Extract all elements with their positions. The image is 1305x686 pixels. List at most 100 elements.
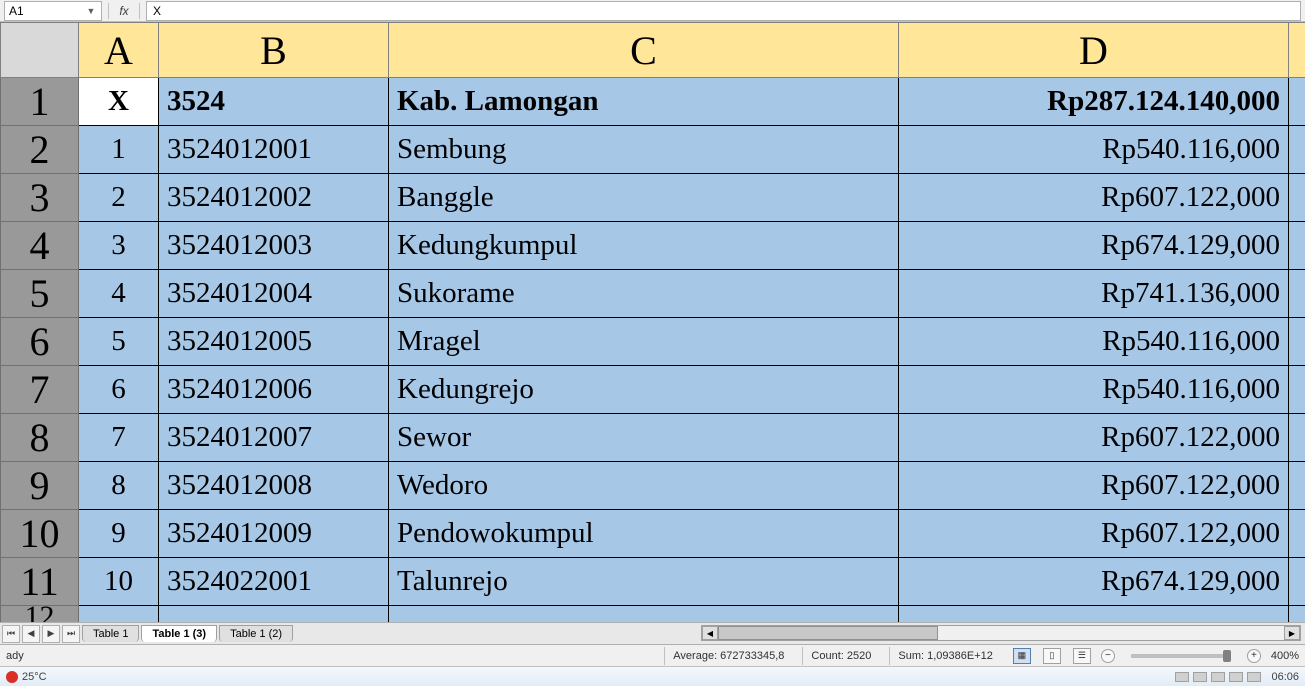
cell-B3[interactable]: 3524012002 bbox=[159, 174, 389, 222]
cell-D12[interactable] bbox=[899, 606, 1289, 623]
cell-B5[interactable]: 3524012004 bbox=[159, 270, 389, 318]
cell-B9[interactable]: 3524012008 bbox=[159, 462, 389, 510]
column-header-C[interactable]: C bbox=[389, 23, 899, 78]
tab-next-button[interactable]: ▶ bbox=[42, 625, 60, 643]
cell-A1[interactable]: X bbox=[79, 78, 159, 126]
cell-E11[interactable] bbox=[1289, 558, 1305, 606]
cell-A10[interactable]: 9 bbox=[79, 510, 159, 558]
column-header-D[interactable]: D bbox=[899, 23, 1289, 78]
cell-E2[interactable] bbox=[1289, 126, 1305, 174]
column-header-E[interactable] bbox=[1289, 23, 1305, 78]
row-header[interactable]: 10 bbox=[1, 510, 79, 558]
cell-E1[interactable] bbox=[1289, 78, 1305, 126]
cell-D3[interactable]: Rp607.122,000 bbox=[899, 174, 1289, 222]
column-header-B[interactable]: B bbox=[159, 23, 389, 78]
sheet-tab[interactable]: Table 1 (3) bbox=[141, 625, 217, 642]
row-header[interactable]: 4 bbox=[1, 222, 79, 270]
cell-D9[interactable]: Rp607.122,000 bbox=[899, 462, 1289, 510]
name-box-dropdown-icon[interactable]: ▼ bbox=[85, 5, 97, 17]
scroll-left-button[interactable]: ◀ bbox=[702, 626, 718, 640]
row-header[interactable]: 8 bbox=[1, 414, 79, 462]
cell-C9[interactable]: Wedoro bbox=[389, 462, 899, 510]
scroll-thumb[interactable] bbox=[718, 626, 938, 640]
cell-D4[interactable]: Rp674.129,000 bbox=[899, 222, 1289, 270]
cell-D10[interactable]: Rp607.122,000 bbox=[899, 510, 1289, 558]
cell-A2[interactable]: 1 bbox=[79, 126, 159, 174]
row-header[interactable]: 3 bbox=[1, 174, 79, 222]
zoom-slider-knob[interactable] bbox=[1223, 650, 1231, 662]
cell-E3[interactable] bbox=[1289, 174, 1305, 222]
row-header[interactable]: 1 bbox=[1, 78, 79, 126]
cell-D11[interactable]: Rp674.129,000 bbox=[899, 558, 1289, 606]
row-header[interactable]: 12 bbox=[1, 606, 79, 623]
view-normal-button[interactable]: ▦ bbox=[1013, 648, 1031, 664]
cell-C4[interactable]: Kedungkumpul bbox=[389, 222, 899, 270]
cell-D7[interactable]: Rp540.116,000 bbox=[899, 366, 1289, 414]
cell-C8[interactable]: Sewor bbox=[389, 414, 899, 462]
cell-A12[interactable] bbox=[79, 606, 159, 623]
row-header[interactable]: 6 bbox=[1, 318, 79, 366]
cell-A11[interactable]: 10 bbox=[79, 558, 159, 606]
cell-E7[interactable] bbox=[1289, 366, 1305, 414]
cell-C1[interactable]: Kab. Lamongan bbox=[389, 78, 899, 126]
cell-D6[interactable]: Rp540.116,000 bbox=[899, 318, 1289, 366]
cell-A3[interactable]: 2 bbox=[79, 174, 159, 222]
cell-E5[interactable] bbox=[1289, 270, 1305, 318]
cell-B12[interactable] bbox=[159, 606, 389, 623]
system-tray[interactable] bbox=[1175, 672, 1261, 682]
row-header[interactable]: 7 bbox=[1, 366, 79, 414]
cell-C3[interactable]: Banggle bbox=[389, 174, 899, 222]
cell-B11[interactable]: 3524022001 bbox=[159, 558, 389, 606]
row-header[interactable]: 5 bbox=[1, 270, 79, 318]
cell-E4[interactable] bbox=[1289, 222, 1305, 270]
tab-last-button[interactable]: ⏭ bbox=[62, 625, 80, 643]
cell-A6[interactable]: 5 bbox=[79, 318, 159, 366]
cell-B2[interactable]: 3524012001 bbox=[159, 126, 389, 174]
column-header-A[interactable]: A bbox=[79, 23, 159, 78]
cell-B10[interactable]: 3524012009 bbox=[159, 510, 389, 558]
cell-A8[interactable]: 7 bbox=[79, 414, 159, 462]
row-header[interactable]: 11 bbox=[1, 558, 79, 606]
zoom-level[interactable]: 400% bbox=[1271, 650, 1299, 662]
cell-D1[interactable]: Rp287.124.140,000 bbox=[899, 78, 1289, 126]
cell-A4[interactable]: 3 bbox=[79, 222, 159, 270]
cell-B8[interactable]: 3524012007 bbox=[159, 414, 389, 462]
cell-A7[interactable]: 6 bbox=[79, 366, 159, 414]
cell-C2[interactable]: Sembung bbox=[389, 126, 899, 174]
cell-C7[interactable]: Kedungrejo bbox=[389, 366, 899, 414]
cell-A9[interactable]: 8 bbox=[79, 462, 159, 510]
name-box[interactable]: A1 ▼ bbox=[4, 1, 102, 21]
sheet-tab[interactable]: Table 1 bbox=[82, 625, 139, 642]
cell-C12[interactable] bbox=[389, 606, 899, 623]
sheet-tab[interactable]: Table 1 (2) bbox=[219, 625, 293, 642]
function-wizard-button[interactable]: fx bbox=[115, 2, 133, 20]
zoom-slider[interactable] bbox=[1131, 654, 1231, 658]
cell-E9[interactable] bbox=[1289, 462, 1305, 510]
cell-D8[interactable]: Rp607.122,000 bbox=[899, 414, 1289, 462]
cell-B4[interactable]: 3524012003 bbox=[159, 222, 389, 270]
cell-C10[interactable]: Pendowokumpul bbox=[389, 510, 899, 558]
cell-E6[interactable] bbox=[1289, 318, 1305, 366]
cell-C6[interactable]: Mragel bbox=[389, 318, 899, 366]
cell-B7[interactable]: 3524012006 bbox=[159, 366, 389, 414]
zoom-out-button[interactable]: − bbox=[1101, 649, 1115, 663]
cell-D5[interactable]: Rp741.136,000 bbox=[899, 270, 1289, 318]
cell-A5[interactable]: 4 bbox=[79, 270, 159, 318]
horizontal-scrollbar[interactable]: ◀ ▶ bbox=[701, 625, 1301, 641]
cell-E12[interactable] bbox=[1289, 606, 1305, 623]
tab-first-button[interactable]: ⏮ bbox=[2, 625, 20, 643]
row-header[interactable]: 2 bbox=[1, 126, 79, 174]
scroll-right-button[interactable]: ▶ bbox=[1284, 626, 1300, 640]
view-page-button[interactable]: ▯ bbox=[1043, 648, 1061, 664]
cell-C5[interactable]: Sukorame bbox=[389, 270, 899, 318]
view-break-button[interactable]: ☰ bbox=[1073, 648, 1091, 664]
cell-C11[interactable]: Talunrejo bbox=[389, 558, 899, 606]
row-header[interactable]: 9 bbox=[1, 462, 79, 510]
zoom-in-button[interactable]: + bbox=[1247, 649, 1261, 663]
tab-prev-button[interactable]: ◀ bbox=[22, 625, 40, 643]
cell-D2[interactable]: Rp540.116,000 bbox=[899, 126, 1289, 174]
cell-E8[interactable] bbox=[1289, 414, 1305, 462]
spreadsheet-grid[interactable]: A B C D 1 X 3524 Kab. Lamongan Rp287.124… bbox=[0, 22, 1305, 622]
select-all-corner[interactable] bbox=[1, 23, 79, 78]
formula-input[interactable]: X bbox=[146, 1, 1301, 21]
